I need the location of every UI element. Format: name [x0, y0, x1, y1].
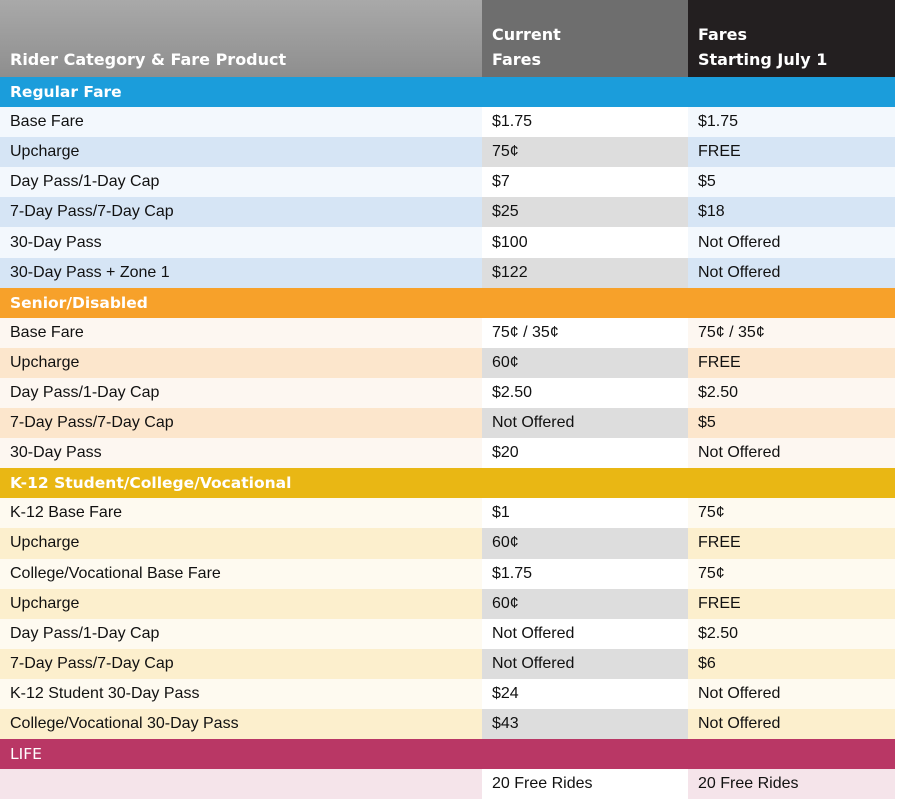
table-row: 20 Free Rides 20 Free Rides — [0, 769, 897, 800]
table-row: Day Pass/1-Day Cap $2.50 $2.50 — [0, 377, 897, 409]
new-fare-cell: $5 — [688, 167, 897, 198]
current-fare-cell: 60¢ — [482, 528, 688, 559]
current-fare-cell: $1.75 — [482, 107, 688, 138]
section-title: Senior/Disabled — [0, 287, 897, 318]
table-row: K-12 Base Fare $1 75¢ — [0, 498, 897, 529]
new-fare-cell: FREE — [688, 588, 897, 619]
new-fare-cell: Not Offered — [688, 257, 897, 288]
fare-product-cell: 7-Day Pass/7-Day Cap — [0, 197, 482, 228]
new-fare-cell: Not Offered — [688, 438, 897, 469]
current-fare-cell: $122 — [482, 257, 688, 288]
header-category: Rider Category & Fare Product — [0, 0, 482, 77]
header-new-fares: Fares Starting July 1 — [688, 0, 897, 77]
new-fare-cell: 75¢ / 35¢ — [688, 317, 897, 348]
fare-product-cell: Day Pass/1-Day Cap — [0, 377, 482, 409]
table-row: College/Vocational Base Fare $1.75 75¢ — [0, 558, 897, 589]
current-fare-cell: $43 — [482, 708, 688, 740]
current-fare-cell: 75¢ / 35¢ — [482, 317, 688, 348]
new-fare-cell: $18 — [688, 197, 897, 228]
table-row: 30-Day Pass $100 Not Offered — [0, 227, 897, 258]
new-fare-cell: 75¢ — [688, 498, 897, 529]
section-header-regular: Regular Fare — [0, 77, 897, 108]
section-title: Regular Fare — [0, 77, 897, 108]
new-fare-cell: FREE — [688, 347, 897, 378]
fare-product-cell: Base Fare — [0, 317, 482, 348]
fare-product-cell: Upcharge — [0, 137, 482, 168]
new-fare-cell: $2.50 — [688, 618, 897, 649]
section-title: K-12 Student/College/Vocational — [0, 468, 897, 499]
fare-product-cell: 7-Day Pass/7-Day Cap — [0, 648, 482, 679]
current-fare-cell: $20 — [482, 438, 688, 469]
new-fare-cell: $6 — [688, 648, 897, 679]
fare-product-cell — [0, 769, 482, 800]
current-fare-cell: 60¢ — [482, 347, 688, 378]
new-fare-cell: $1.75 — [688, 107, 897, 138]
table-row: Upcharge 60¢ FREE — [0, 588, 897, 619]
table-row: Upcharge 60¢ FREE — [0, 347, 897, 378]
section-title: LIFE — [0, 739, 897, 770]
current-fare-cell: Not Offered — [482, 408, 688, 439]
table-row: 7-Day Pass/7-Day Cap $25 $18 — [0, 197, 897, 228]
fare-product-cell: 30-Day Pass — [0, 227, 482, 258]
section-header-senior: Senior/Disabled — [0, 287, 897, 318]
fare-product-cell: Day Pass/1-Day Cap — [0, 167, 482, 198]
current-fare-cell: Not Offered — [482, 618, 688, 649]
current-fare-cell: $2.50 — [482, 377, 688, 409]
header-current-fares: Current Fares — [482, 0, 688, 77]
table-row: K-12 Student 30-Day Pass $24 Not Offered — [0, 678, 897, 709]
current-fare-cell: $100 — [482, 227, 688, 258]
section-header-life: LIFE — [0, 739, 897, 770]
current-fare-cell: 20 Free Rides — [482, 769, 688, 800]
table-row: 30-Day Pass + Zone 1 $122 Not Offered — [0, 257, 897, 288]
current-fare-cell: $25 — [482, 197, 688, 228]
table-header: Rider Category & Fare Product Current Fa… — [0, 0, 897, 77]
table-row: Upcharge 75¢ FREE — [0, 137, 897, 168]
new-fare-cell: FREE — [688, 137, 897, 168]
fare-product-cell: K-12 Base Fare — [0, 498, 482, 529]
fare-product-cell: Base Fare — [0, 107, 482, 138]
fare-product-cell: Upcharge — [0, 528, 482, 559]
new-fare-cell: 20 Free Rides — [688, 769, 897, 800]
table-row: Upcharge 60¢ FREE — [0, 528, 897, 559]
new-fare-cell: 75¢ — [688, 558, 897, 589]
new-fare-cell: Not Offered — [688, 708, 897, 740]
table-row: College/Vocational 30-Day Pass $43 Not Off… — [0, 708, 897, 740]
fare-product-cell: Upcharge — [0, 588, 482, 619]
new-fare-cell: Not Offered — [688, 227, 897, 258]
current-fare-cell: $24 — [482, 678, 688, 709]
fare-product-cell: K-12 Student 30-Day Pass — [0, 678, 482, 709]
table-row: Day Pass/1-Day Cap $7 $5 — [0, 167, 897, 198]
fare-product-cell: Day Pass/1-Day Cap — [0, 618, 482, 649]
current-fare-cell: $1 — [482, 498, 688, 529]
fare-product-cell: College/Vocational 30-Day Pass — [0, 708, 482, 740]
new-fare-cell: FREE — [688, 528, 897, 559]
current-fare-cell: $1.75 — [482, 558, 688, 589]
table-row: 7-Day Pass/7-Day Cap Not Offered $5 — [0, 408, 897, 439]
current-fare-cell: 75¢ — [482, 137, 688, 168]
current-fare-cell: $7 — [482, 167, 688, 198]
current-fare-cell: Not Offered — [482, 648, 688, 679]
table-row: Day Pass/1-Day Cap Not Offered $2.50 — [0, 618, 897, 649]
table-row: Base Fare $1.75 $1.75 — [0, 107, 897, 138]
current-fare-cell: 60¢ — [482, 588, 688, 619]
fare-product-cell: College/Vocational Base Fare — [0, 558, 482, 589]
new-fare-cell: $5 — [688, 408, 897, 439]
fare-product-cell: 30-Day Pass + Zone 1 — [0, 257, 482, 288]
new-fare-cell: Not Offered — [688, 678, 897, 709]
new-fare-cell: $2.50 — [688, 377, 897, 409]
fare-product-cell: Upcharge — [0, 347, 482, 378]
table-row: 30-Day Pass $20 Not Offered — [0, 438, 897, 469]
fare-product-cell: 7-Day Pass/7-Day Cap — [0, 408, 482, 439]
table-row: 7-Day Pass/7-Day Cap Not Offered $6 — [0, 648, 897, 679]
fare-product-cell: 30-Day Pass — [0, 438, 482, 469]
section-header-student: K-12 Student/College/Vocational — [0, 468, 897, 499]
table-row: Base Fare 75¢ / 35¢ 75¢ / 35¢ — [0, 317, 897, 348]
